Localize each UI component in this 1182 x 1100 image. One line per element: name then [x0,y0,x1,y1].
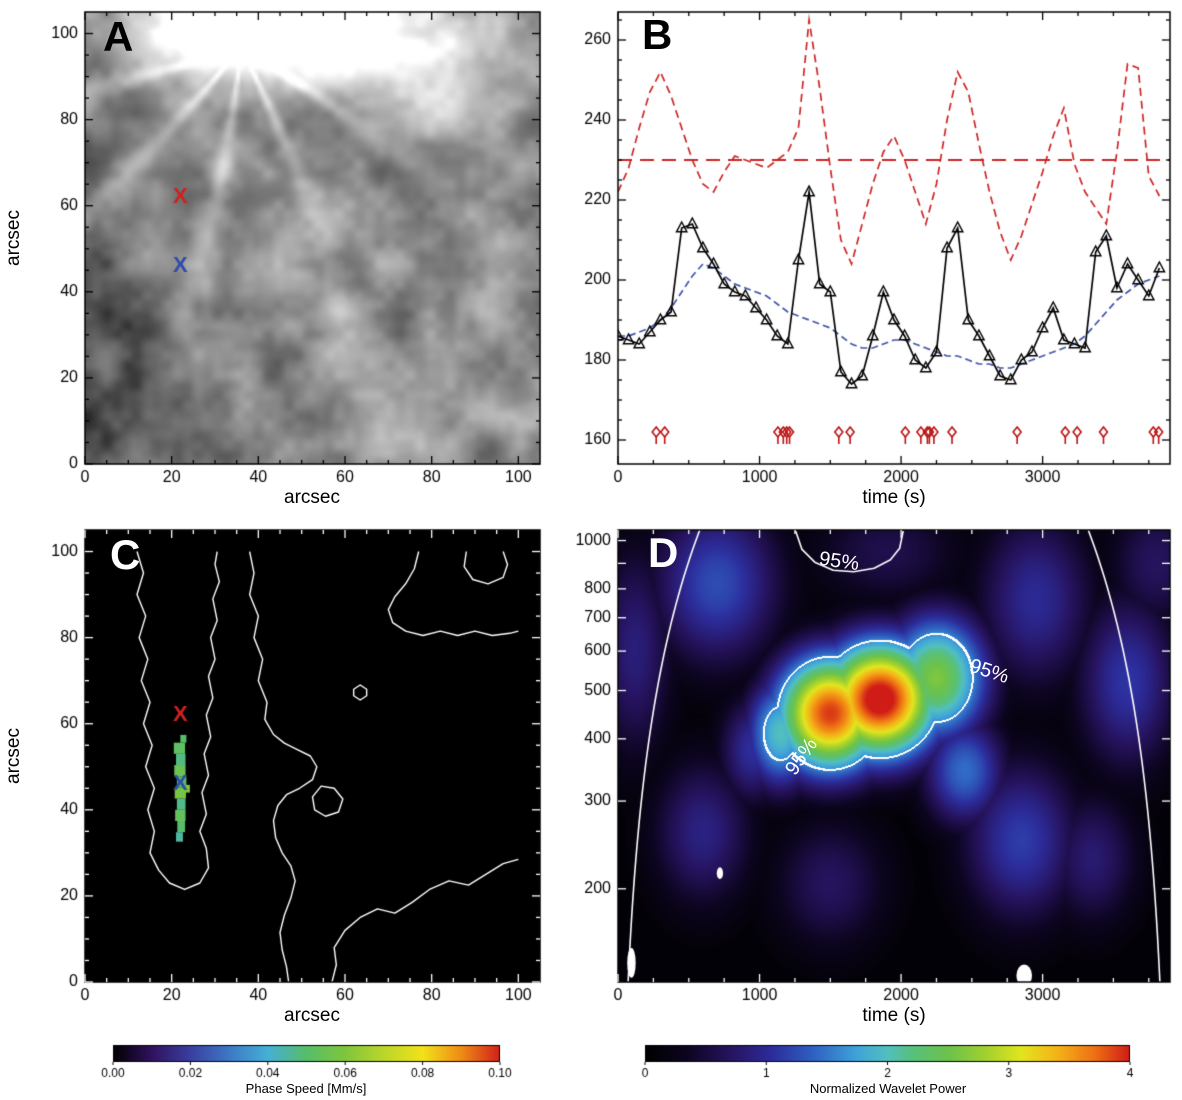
wavelet-colorbar-caption: Normalized Wavelet Power [809,1081,967,1096]
panel-label-c: C [110,531,141,578]
phase-speed-colorbar-caption: Phase Speed [Mm/s] [245,1081,367,1096]
time-series-plot [575,0,1182,525]
panel-c-xaxis-title: arcsec [284,1005,340,1026]
panel-b-xaxis-title: time (s) [862,487,926,508]
wavelet-power-plot [575,525,1182,1100]
panel-label-b: B [642,11,673,58]
panel-label-d: D [648,529,679,576]
panel-c-yaxis-title: arcsec [3,728,24,784]
panel-d: D time (s) Normalized Wavelet Power 95% 9… [575,525,1182,1100]
panel-d-xaxis-title: time (s) [862,1005,926,1026]
panel-a-yaxis-title: arcsec [3,210,24,266]
panel-c: C arcsec arcsec Phase Speed [Mm/s] [0,525,575,1100]
phase-speed-map-plot [0,525,575,1100]
solar-image-plot [0,0,575,525]
panel-a: A arcsec arcsec [0,0,575,525]
panel-label-a: A [103,13,134,60]
panel-b: B time (s) [575,0,1182,525]
panel-a-xaxis-title: arcsec [284,487,340,508]
